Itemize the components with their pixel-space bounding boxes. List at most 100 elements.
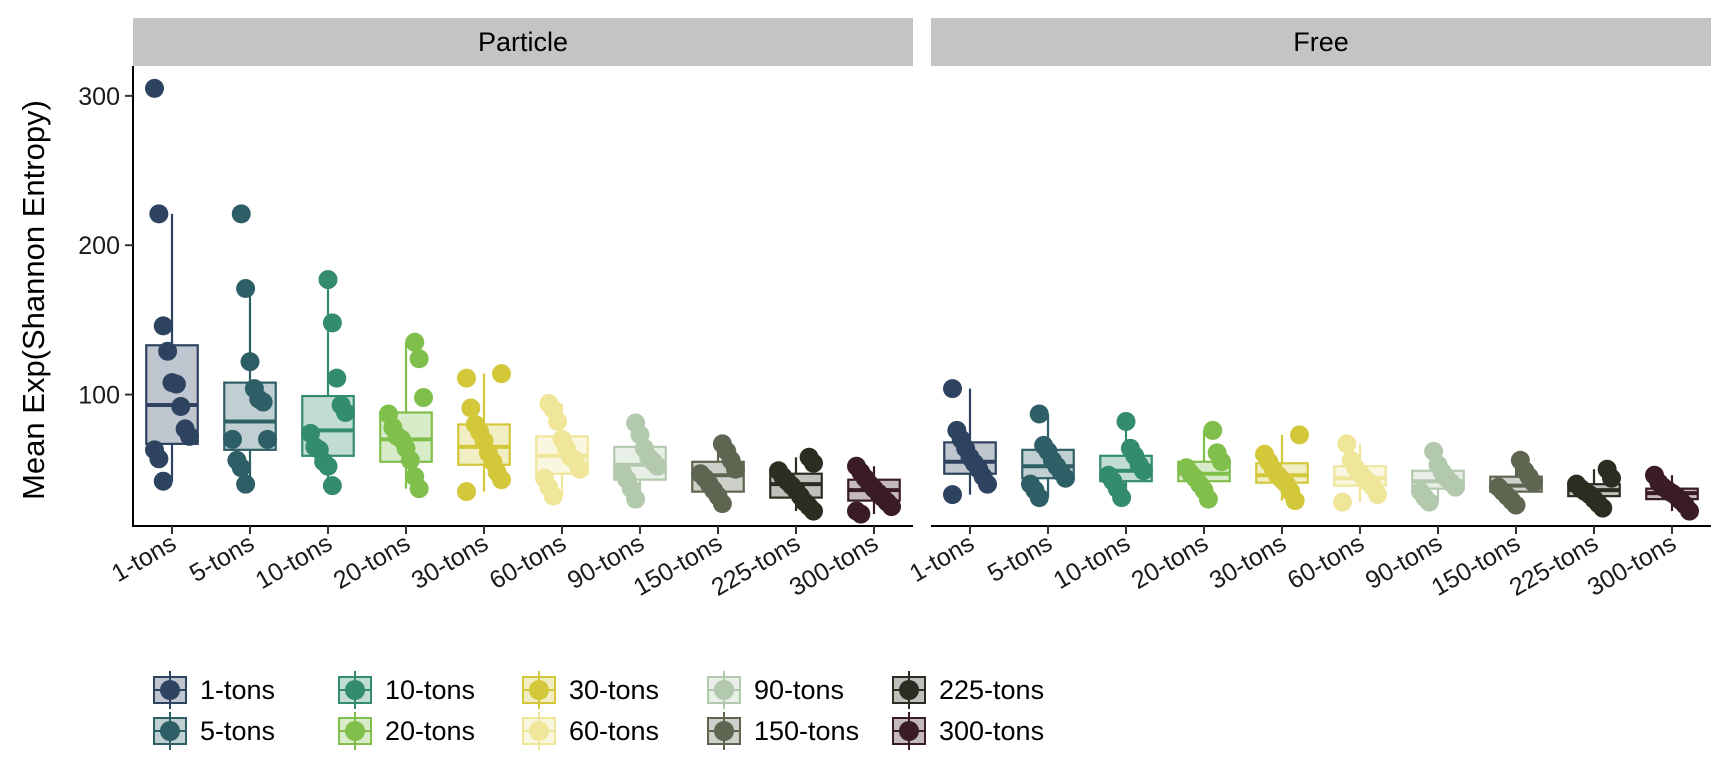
data-point [236, 474, 256, 494]
legend-label: 60-tons [569, 716, 659, 746]
legend-key-point [899, 721, 919, 741]
legend-item-20-tons: 20-tons [338, 712, 475, 750]
data-point [1446, 477, 1466, 497]
x-tick-label: 225-tons [1505, 529, 1603, 602]
data-point [942, 379, 962, 399]
y-tick-label: 200 [78, 232, 120, 260]
x-tick-label: 300-tons [1583, 529, 1681, 602]
x-tick-label: 30-tons [1205, 529, 1291, 595]
data-point [240, 352, 260, 372]
data-point [1524, 473, 1544, 493]
data-point [1116, 411, 1136, 431]
legend-key-point [714, 680, 734, 700]
x-tick-label: 60-tons [485, 529, 571, 595]
data-point [804, 453, 824, 473]
data-point [158, 341, 178, 361]
data-point [322, 313, 342, 333]
legend-key-point [160, 680, 180, 700]
data-point [1419, 492, 1439, 512]
panel-particle: Particle 100 200 300 1-tons 5-tons10-tons20-t… [78, 18, 913, 602]
box-group-5-tons: 5-tons [983, 404, 1076, 588]
data-point [322, 476, 342, 496]
data-point [461, 398, 481, 418]
data-point [1134, 461, 1154, 481]
legend-label: 1-tons [200, 675, 275, 705]
x-tick-label: 225-tons [707, 529, 805, 602]
data-point [1290, 425, 1310, 445]
data-point [626, 489, 646, 509]
box-group-1-tons: 1-tons [905, 379, 998, 588]
data-point [1593, 498, 1613, 518]
x-tick-label: 5-tons [983, 529, 1057, 588]
data-point [180, 426, 200, 446]
legend-item-10-tons: 10-tons [338, 671, 475, 709]
y-axis-title: Mean Exp(Shannon Entropy) [16, 100, 51, 500]
data-point [1029, 488, 1049, 508]
data-point [409, 349, 429, 369]
strip-particle [133, 18, 913, 66]
legend-item-30-tons: 30-tons [522, 671, 659, 709]
legend-key-point [345, 721, 365, 741]
data-point [1112, 488, 1132, 508]
legend-item-5-tons: 5-tons [153, 712, 275, 750]
legend-key-point [345, 680, 365, 700]
data-point [851, 504, 871, 524]
data-point [492, 470, 512, 490]
data-point [1056, 468, 1076, 488]
data-point [253, 392, 273, 412]
legend-item-150-tons: 150-tons [707, 712, 859, 750]
data-point [236, 279, 256, 299]
y-tick-label: 100 [78, 382, 120, 410]
data-point [492, 364, 512, 384]
x-tick-label: 30-tons [407, 529, 493, 595]
x-tick-label: 60-tons [1283, 529, 1369, 595]
legend-label: 20-tons [385, 716, 475, 746]
data-point [978, 474, 998, 494]
panel-free: Free 1-tons 5-tons10-tons20-tons30-tons60-… [905, 18, 1711, 602]
x-tick-label: 10-tons [251, 529, 337, 595]
data-point [318, 456, 338, 476]
data-point [726, 459, 746, 479]
legend-label: 150-tons [754, 716, 859, 746]
legend-label: 225-tons [939, 675, 1044, 705]
data-point [409, 479, 429, 499]
legend-item-1-tons: 1-tons [153, 671, 275, 709]
data-point [1332, 492, 1352, 512]
data-point [1203, 420, 1223, 440]
legend-item-90-tons: 90-tons [707, 671, 844, 709]
data-point [222, 429, 242, 449]
data-point [456, 482, 476, 502]
box-group-20-tons: 20-tons [329, 332, 434, 595]
data-point [149, 204, 169, 224]
legend-key-point [160, 721, 180, 741]
legend-key-point [529, 680, 549, 700]
x-tick-label: 20-tons [1127, 529, 1213, 595]
data-point [1506, 495, 1526, 515]
data-point [1198, 489, 1218, 509]
data-point [882, 497, 902, 517]
data-point [1212, 452, 1232, 472]
legend-key-point [899, 680, 919, 700]
data-point [153, 471, 173, 491]
data-point [231, 204, 251, 224]
data-point [327, 368, 347, 388]
x-tick-label: 10-tons [1049, 529, 1135, 595]
legend-item-60-tons: 60-tons [522, 712, 659, 750]
strip-label-particle: Particle [478, 27, 568, 57]
y-tick-label: 300 [78, 83, 120, 111]
x-tick-label: 150-tons [629, 529, 727, 602]
data-point [570, 459, 590, 479]
data-point [144, 78, 164, 98]
x-tick-label: 5-tons [185, 529, 259, 588]
x-tick-label: 1-tons [905, 529, 979, 588]
data-point [942, 485, 962, 505]
data-point [318, 270, 338, 290]
x-tick-label: 300-tons [785, 529, 883, 602]
legend-item-225-tons: 225-tons [892, 671, 1044, 709]
data-point [1337, 434, 1357, 454]
data-point [405, 332, 425, 352]
data-point [166, 374, 186, 394]
legend-key-point [714, 721, 734, 741]
data-point [414, 388, 434, 408]
